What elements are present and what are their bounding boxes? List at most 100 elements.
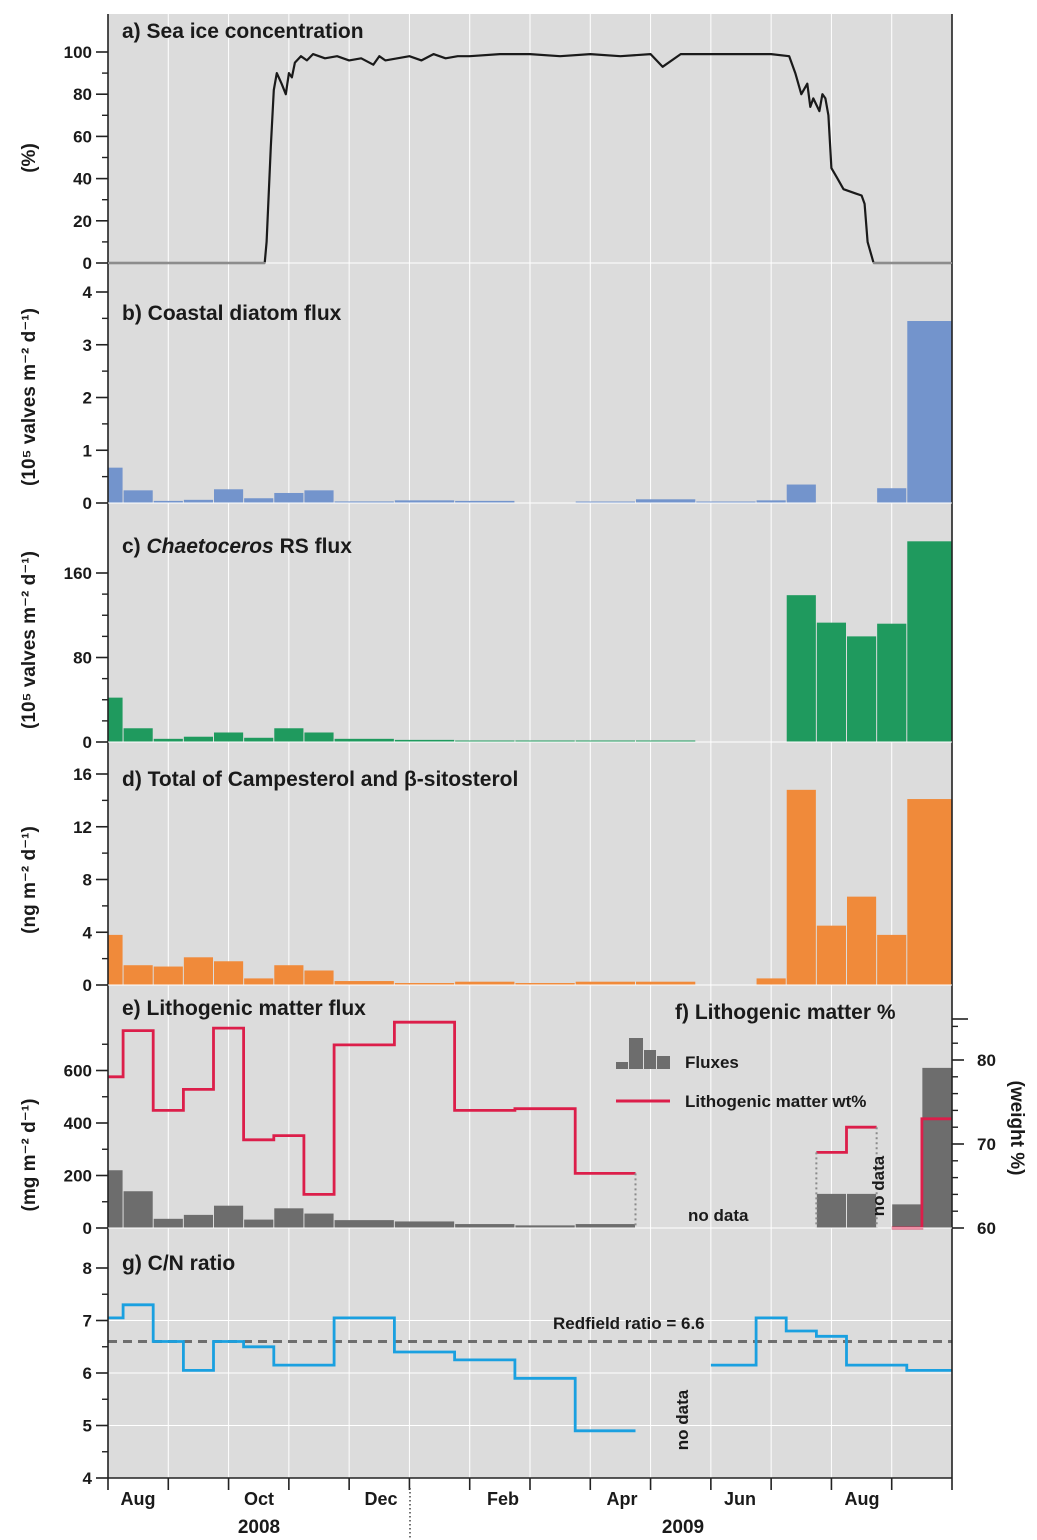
lithogenic-flux-bar-0	[108, 1170, 123, 1228]
chaetoceros-bar-11	[515, 740, 575, 742]
coastal-diatom-bars	[108, 321, 952, 503]
panel-c-ylabel: (10⁵ valves m⁻² d⁻¹)	[19, 551, 40, 729]
panel-b-ytick-label-1: 1	[83, 441, 92, 460]
panel-f-ytick-label-2: 80	[977, 1051, 996, 1070]
panel-b-ytick-label-0: 0	[83, 494, 92, 513]
sterol-bar-4	[214, 961, 244, 985]
sterol-bar-3	[183, 957, 213, 985]
chaetoceros-bar-1	[123, 728, 153, 742]
legend-fluxes-label: Fluxes	[685, 1053, 739, 1072]
panel-f-ylabel: (weight %)	[1006, 1081, 1027, 1176]
lithogenic-flux-bar-6	[274, 1208, 304, 1228]
panel-d-ytick-label-1: 4	[83, 923, 93, 942]
chaetoceros-bar-13	[636, 740, 696, 742]
panel-g-ytick-label-0: 4	[83, 1469, 93, 1488]
panel-c-ytick-label-2: 160	[64, 564, 92, 583]
lithogenic-flux-bar-14	[847, 1193, 877, 1228]
panel-d-ylabel: (ng m⁻² d⁻¹)	[19, 826, 40, 934]
panel-c-ytick-label-0: 0	[83, 733, 92, 752]
sterol-bar-10	[455, 981, 515, 985]
panel-a-ytick-label-5: 100	[64, 43, 92, 62]
coastal-diatom-bar-14	[696, 501, 756, 503]
lithogenic-flux-bar-12	[575, 1224, 635, 1228]
axes-layer	[96, 14, 968, 1490]
panel-g-ytick-label-4: 8	[83, 1259, 92, 1278]
panel-a-ylabel: (%)	[19, 143, 40, 173]
coastal-diatom-bar-17	[877, 488, 907, 503]
coastal-diatom-bar-6	[274, 492, 304, 503]
sterol-bar-11	[515, 983, 575, 985]
panel-a-title: a) Sea ice concentration	[122, 20, 364, 43]
panel-a-ytick-label-1: 20	[73, 212, 92, 231]
panel-a-ytick-label-4: 80	[73, 85, 92, 104]
coastal-diatom-bar-5	[244, 498, 274, 503]
panel-g-ytick-label-2: 6	[83, 1364, 92, 1383]
cn-ratio-segment-0	[108, 1303, 636, 1433]
panel-f-no-data-note: no data	[869, 1155, 888, 1216]
coastal-diatom-bar-12	[575, 501, 635, 503]
month-label-aug-2009: Aug	[845, 1489, 880, 1509]
sterol-bar-17	[816, 925, 846, 985]
panel-e-no-data-note: no data	[688, 1206, 749, 1225]
sterol-bar-8	[334, 981, 394, 985]
panel-a-ytick-label-3: 60	[73, 127, 92, 146]
sterol-bar-1	[123, 965, 153, 985]
panel-d-ytick-label-2: 8	[83, 871, 92, 890]
month-label-oct: Oct	[244, 1489, 274, 1509]
sterol-bar-5	[244, 978, 274, 985]
coastal-diatom-bar-0	[108, 467, 123, 503]
panel-c-title-italic: Chaetoceros	[147, 535, 274, 558]
lithogenic-flux-bar-7	[304, 1213, 334, 1228]
coastal-diatom-bar-15	[756, 500, 786, 503]
panel-e-ylabel: (mg m⁻² d⁻¹)	[19, 1099, 40, 1212]
chaetoceros-bar-8	[334, 738, 394, 742]
panel-d-ytick-label-4: 16	[73, 765, 92, 784]
coastal-diatom-bar-8	[334, 501, 394, 503]
sterol-bar-2	[153, 966, 183, 985]
coastal-diatom-bar-4	[214, 489, 244, 503]
panel-e-ytick-label-1: 200	[64, 1167, 92, 1186]
panel-e-ytick-label-0: 0	[83, 1219, 92, 1238]
panel-c-title-prefix: c)	[122, 535, 147, 558]
sterol-bar-18	[847, 896, 877, 985]
sterol-bar-9	[394, 983, 455, 985]
chaetoceros-bar-5	[244, 737, 274, 742]
coastal-diatom-bar-7	[304, 490, 334, 503]
chaetoceros-bar-4	[214, 732, 244, 742]
lithogenic-percent-segment-0	[108, 1020, 636, 1196]
lithogenic-flux-bar-16	[922, 1067, 952, 1228]
sterol-bar-0	[108, 934, 123, 985]
legend-wt-label: Lithogenic matter wt%	[685, 1092, 866, 1111]
panel-f-ytick-label-1: 70	[977, 1135, 996, 1154]
lithogenic-percent-segment-1	[816, 1125, 877, 1154]
panel-b-ytick-label-3: 3	[83, 336, 92, 355]
lithogenic-flux-bar-15	[892, 1204, 922, 1228]
legend-fluxes-bar-2	[629, 1038, 643, 1069]
month-label-dec: Dec	[364, 1489, 397, 1509]
chaetoceros-bar-7	[304, 732, 334, 742]
lithogenic-flux-bar-9	[394, 1221, 455, 1228]
sea-ice-line-layer	[108, 52, 952, 265]
sea-ice-concentration-line	[108, 52, 952, 265]
lithogenic-flux-bar-5	[244, 1219, 274, 1228]
panel-e-ytick-label-2: 400	[64, 1114, 92, 1133]
chaetoceros-bar-0	[108, 697, 123, 742]
panel-a-ytick-label-0: 0	[83, 254, 92, 273]
cn-ratio-line-layer	[108, 1303, 952, 1433]
lithogenic-flux-bar-1	[123, 1191, 153, 1228]
chaetoceros-bar-2	[153, 738, 183, 742]
panel-b-ytick-label-2: 2	[83, 389, 92, 408]
chaetoceros-bar-16	[786, 595, 816, 742]
lithogenic-flux-bar-13	[816, 1193, 846, 1228]
sterol-bar-19	[877, 934, 907, 985]
coastal-diatom-bar-13	[636, 499, 696, 503]
chaetoceros-bar-9	[394, 739, 455, 742]
sterol-bar-20	[907, 799, 952, 985]
panel-c-title-suffix: RS flux	[274, 535, 352, 558]
panel-c-ytick-label-1: 80	[73, 649, 92, 668]
panel-e-title: e) Lithogenic matter flux	[122, 997, 366, 1020]
panel-f-ytick-label-0: 60	[977, 1219, 996, 1238]
redfield-label: Redfield ratio = 6.6	[553, 1314, 705, 1333]
chaetoceros-bar-19	[877, 623, 907, 742]
